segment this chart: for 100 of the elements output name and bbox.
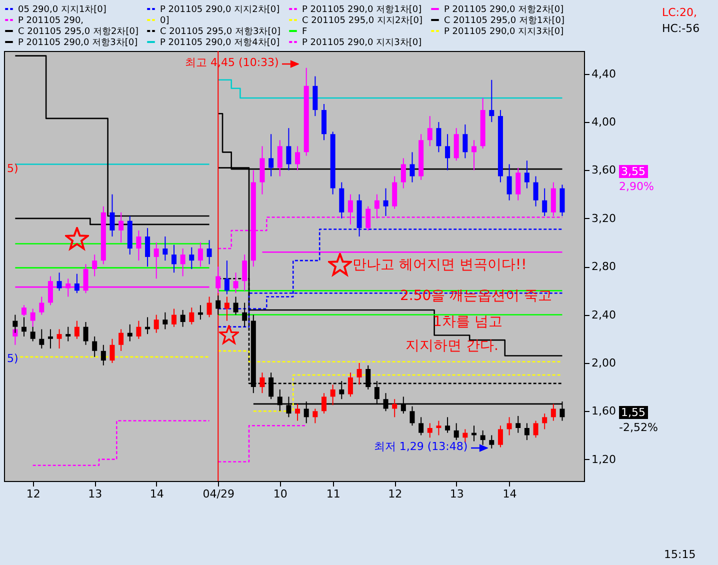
legend-label: F [302, 27, 308, 37]
x-tick-label: 04/29 [202, 488, 234, 500]
candlestick [92, 254, 98, 277]
text: 15:15 [664, 548, 696, 561]
candlestick [110, 194, 115, 237]
candlestick [180, 309, 186, 328]
candlestick [462, 124, 468, 159]
candlestick [56, 328, 62, 350]
candlestick [542, 188, 548, 217]
candlestick [216, 295, 221, 316]
candlestick [233, 272, 238, 294]
candlestick [145, 228, 150, 268]
candlestick [206, 240, 212, 265]
legend-label: P 201105 290,0 지지2차[0] [160, 5, 280, 15]
candlestick [100, 344, 106, 366]
candlestick [118, 328, 124, 352]
candlestick [533, 420, 538, 438]
x-tick-label: 14 [502, 488, 517, 500]
y-tick-label: 2,80 [592, 260, 616, 274]
candlestick [154, 242, 159, 280]
candlestick [233, 296, 238, 316]
x-tick-label: 12 [388, 488, 402, 500]
annotation: 최저 1,29 (13:48) [374, 440, 468, 454]
y-tick-label: 2,40 [592, 308, 616, 322]
legend-label: C 201105 295,0 지지2차[0] [302, 16, 422, 26]
candlestick [224, 296, 230, 322]
candlestick [356, 362, 362, 386]
x-tick-label: 13 [88, 488, 102, 500]
candlestick [92, 336, 98, 358]
x-tick-label: 10 [273, 488, 288, 500]
candlestick [410, 152, 415, 183]
annotation: 5) [7, 162, 18, 175]
candlestick [489, 79, 494, 123]
candlestick [550, 403, 556, 422]
y-tick-label: 1,60 [592, 404, 616, 418]
candlestick [66, 326, 71, 342]
candlestick [454, 422, 459, 441]
x-tick-label: 14 [150, 488, 164, 500]
candlestick [39, 328, 44, 350]
candlestick [172, 244, 176, 274]
candlestick [162, 312, 168, 330]
x-tick-label: 13 [450, 488, 464, 500]
y-tick-label: 3,60 [592, 164, 616, 177]
candlestick [383, 188, 388, 217]
candlestick [74, 320, 80, 340]
candlestick [427, 422, 432, 438]
candlestick [348, 372, 353, 398]
candlestick [189, 246, 194, 270]
candlestick [216, 266, 221, 294]
annotation: 만나고 헤어지면 변곡이다!! [352, 257, 527, 273]
candlestick [489, 434, 494, 449]
legend-label: P 201105 290,0 지지3차[0] [444, 27, 564, 37]
candlestick [136, 230, 142, 262]
candlestick [436, 122, 442, 153]
y-tick-label: 3,20 [592, 212, 616, 225]
candlestick [427, 116, 432, 147]
candlestick [268, 134, 274, 177]
candlestick [180, 248, 186, 277]
candlestick [436, 420, 442, 436]
candlestick [516, 415, 521, 434]
candlestick [498, 425, 503, 448]
legend-label: P 201105 290, [18, 16, 84, 26]
legend-label: 0] [160, 16, 170, 26]
candlestick [56, 272, 62, 292]
text: 3,55 [619, 165, 648, 178]
candlestick [286, 128, 292, 171]
y-tick-label: 2,00 [592, 356, 616, 370]
candlestick [198, 304, 203, 320]
candlestick [39, 296, 44, 316]
legend-label: C 201105 295,0 저항1차[0] [444, 16, 564, 26]
annotation: 지지하면 간다. [406, 338, 498, 354]
legend-label: C 201105 295,0 저항3차[0] [160, 27, 280, 37]
candlestick [330, 384, 336, 406]
legend-label: C 201105 295,0 저항2차[0] [18, 27, 138, 37]
candlestick [506, 416, 512, 436]
candlestick [322, 392, 326, 414]
candlestick [189, 307, 194, 325]
candlestick [295, 146, 300, 171]
y-tick-label: 1,20 [592, 452, 616, 466]
candlestick [445, 134, 450, 171]
candlestick [524, 160, 530, 189]
legend-label: P 201105 290,0 저항3차[0] [18, 38, 138, 48]
candlestick [22, 316, 26, 337]
candlestick [418, 416, 424, 436]
candlestick [74, 273, 80, 294]
text: HC:-56 [662, 22, 700, 35]
candlestick [480, 430, 486, 446]
candlestick [172, 308, 176, 328]
text: 2,90% [619, 180, 654, 193]
candlestick [162, 236, 168, 262]
candlestick [48, 328, 53, 350]
legend-label: 05 290,0 지지1차[0] [18, 5, 106, 15]
candlestick [516, 167, 521, 201]
annotation: 5) [7, 352, 18, 366]
candlestick [110, 338, 115, 364]
text: -2,52% [619, 420, 658, 434]
y-tick-label: 4,40 [592, 67, 616, 80]
candlestick [22, 304, 26, 316]
candlestick [127, 324, 132, 342]
legend-label: P 201105 290,0 저항2차[0] [444, 5, 564, 15]
